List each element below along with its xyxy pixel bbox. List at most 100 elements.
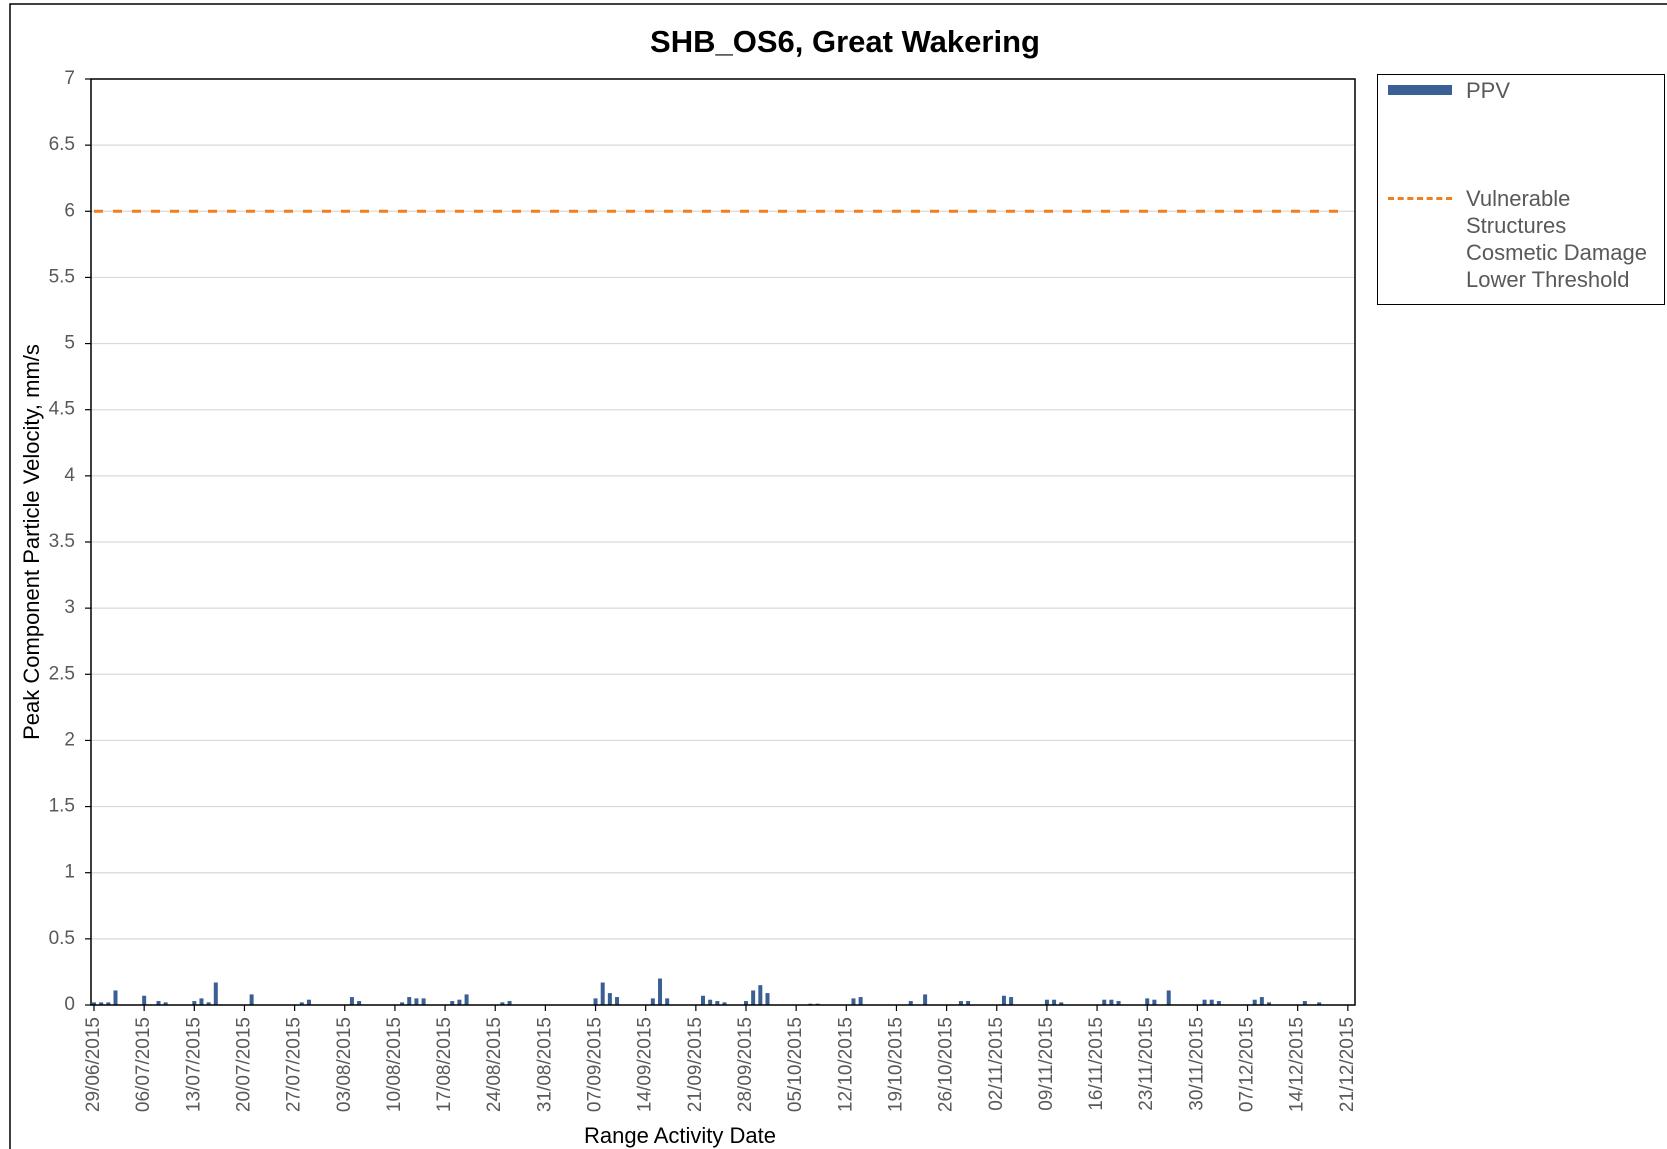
x-tick-label: 12/10/2015: [835, 1017, 856, 1112]
bar: [306, 999, 311, 1005]
x-tick-label: 21/09/2015: [685, 1017, 706, 1112]
bar: [142, 995, 147, 1005]
bar: [1302, 1001, 1307, 1005]
y-tick-label: 1.5: [49, 796, 75, 817]
y-tick-label: 2: [64, 729, 75, 750]
y-tick-label: 4: [64, 465, 75, 486]
legend-bar: [1388, 85, 1452, 95]
bar: [1109, 999, 1114, 1005]
x-tick-label: 16/11/2015: [1086, 1017, 1107, 1111]
bar: [1259, 997, 1264, 1005]
x-tick-label: 14/09/2015: [635, 1017, 656, 1112]
bar: [1252, 999, 1257, 1005]
bar: [500, 1002, 505, 1005]
bar: [163, 1002, 168, 1005]
y-tick-label: 5: [64, 333, 75, 354]
bar: [1152, 999, 1157, 1005]
bar: [349, 997, 354, 1005]
x-tick-label: 26/10/2015: [936, 1017, 957, 1112]
bar: [192, 1001, 197, 1005]
bar: [464, 994, 469, 1005]
y-tick-label: 3: [64, 597, 75, 618]
legend-swatch: [1388, 185, 1456, 212]
bar: [658, 978, 663, 1005]
bar: [1209, 999, 1214, 1005]
x-tick-label: 07/12/2015: [1237, 1017, 1258, 1112]
bar: [1116, 1001, 1121, 1005]
legend-entry: PPV: [1388, 77, 1661, 104]
y-axis-label: Peak Component Particle Velocity, mm/s: [19, 344, 44, 740]
bar: [1216, 1001, 1221, 1005]
bar: [407, 997, 412, 1005]
x-tick-label: 29/06/2015: [83, 1017, 104, 1112]
x-tick-label: 21/12/2015: [1337, 1017, 1358, 1112]
bar: [106, 1002, 111, 1005]
bar: [1001, 995, 1006, 1005]
bar: [858, 997, 863, 1005]
bar: [851, 998, 856, 1005]
legend-dash: [1388, 197, 1452, 200]
bar: [1052, 999, 1057, 1005]
bar: [156, 1001, 161, 1005]
bar: [650, 998, 655, 1005]
x-tick-label: 06/07/2015: [133, 1017, 154, 1112]
bar: [1059, 1002, 1064, 1005]
bar: [113, 990, 118, 1005]
x-tick-label: 03/08/2015: [334, 1017, 355, 1112]
bar: [357, 1001, 362, 1005]
bar: [708, 999, 713, 1005]
bar: [758, 985, 763, 1005]
x-tick-label: 17/08/2015: [434, 1017, 455, 1112]
bar: [99, 1002, 104, 1005]
y-tick-label: 0: [64, 994, 75, 1015]
bar: [213, 982, 218, 1005]
y-tick-label: 4.5: [49, 399, 75, 420]
x-tick-label: 28/09/2015: [735, 1017, 756, 1112]
x-tick-label: 24/08/2015: [484, 1017, 505, 1112]
plot-frame: [90, 78, 1356, 1006]
bar: [1166, 990, 1171, 1005]
legend-swatch: [1388, 77, 1456, 104]
bar: [958, 1001, 963, 1005]
bar: [414, 998, 419, 1005]
x-tick-label: 05/10/2015: [785, 1017, 806, 1112]
y-tick-label: 0.5: [49, 928, 75, 949]
bar: [1145, 998, 1150, 1005]
bar: [600, 982, 605, 1005]
bar: [421, 998, 426, 1005]
bar: [665, 998, 670, 1005]
bar: [722, 1002, 727, 1005]
bar: [923, 994, 928, 1005]
x-axis-label: Range Activity Date: [584, 1123, 776, 1148]
bar: [966, 1001, 971, 1005]
bar: [457, 999, 462, 1005]
legend-label: Vulnerable Structures Cosmetic Damage Lo…: [1466, 186, 1647, 292]
bar: [1202, 999, 1207, 1005]
bar: [92, 1002, 96, 1005]
bar: [1044, 999, 1049, 1005]
bar: [715, 1001, 720, 1005]
bar: [249, 994, 254, 1005]
x-tick-label: 23/11/2015: [1136, 1017, 1157, 1111]
bar: [593, 998, 598, 1005]
bar: [199, 998, 204, 1005]
legend-entry: Vulnerable Structures Cosmetic Damage Lo…: [1388, 185, 1661, 293]
bar: [743, 1001, 748, 1005]
x-tick-label: 30/11/2015: [1186, 1017, 1207, 1111]
chart-title: SHB_OS6, Great Wakering: [650, 24, 1040, 59]
bar: [299, 1002, 304, 1005]
x-tick-label: 10/08/2015: [384, 1017, 405, 1112]
x-tick-label: 31/08/2015: [534, 1017, 555, 1112]
x-tick-label: 02/11/2015: [986, 1017, 1007, 1111]
chart-border: [9, 3, 1667, 1149]
y-tick-label: 7: [64, 68, 75, 89]
y-tick-label: 3.5: [49, 531, 75, 552]
y-tick-label: 5.5: [49, 266, 75, 287]
bar: [1102, 999, 1107, 1005]
x-tick-label: 13/07/2015: [183, 1017, 204, 1112]
bar: [701, 995, 706, 1005]
bar: [1009, 997, 1014, 1005]
bar: [507, 1001, 512, 1005]
